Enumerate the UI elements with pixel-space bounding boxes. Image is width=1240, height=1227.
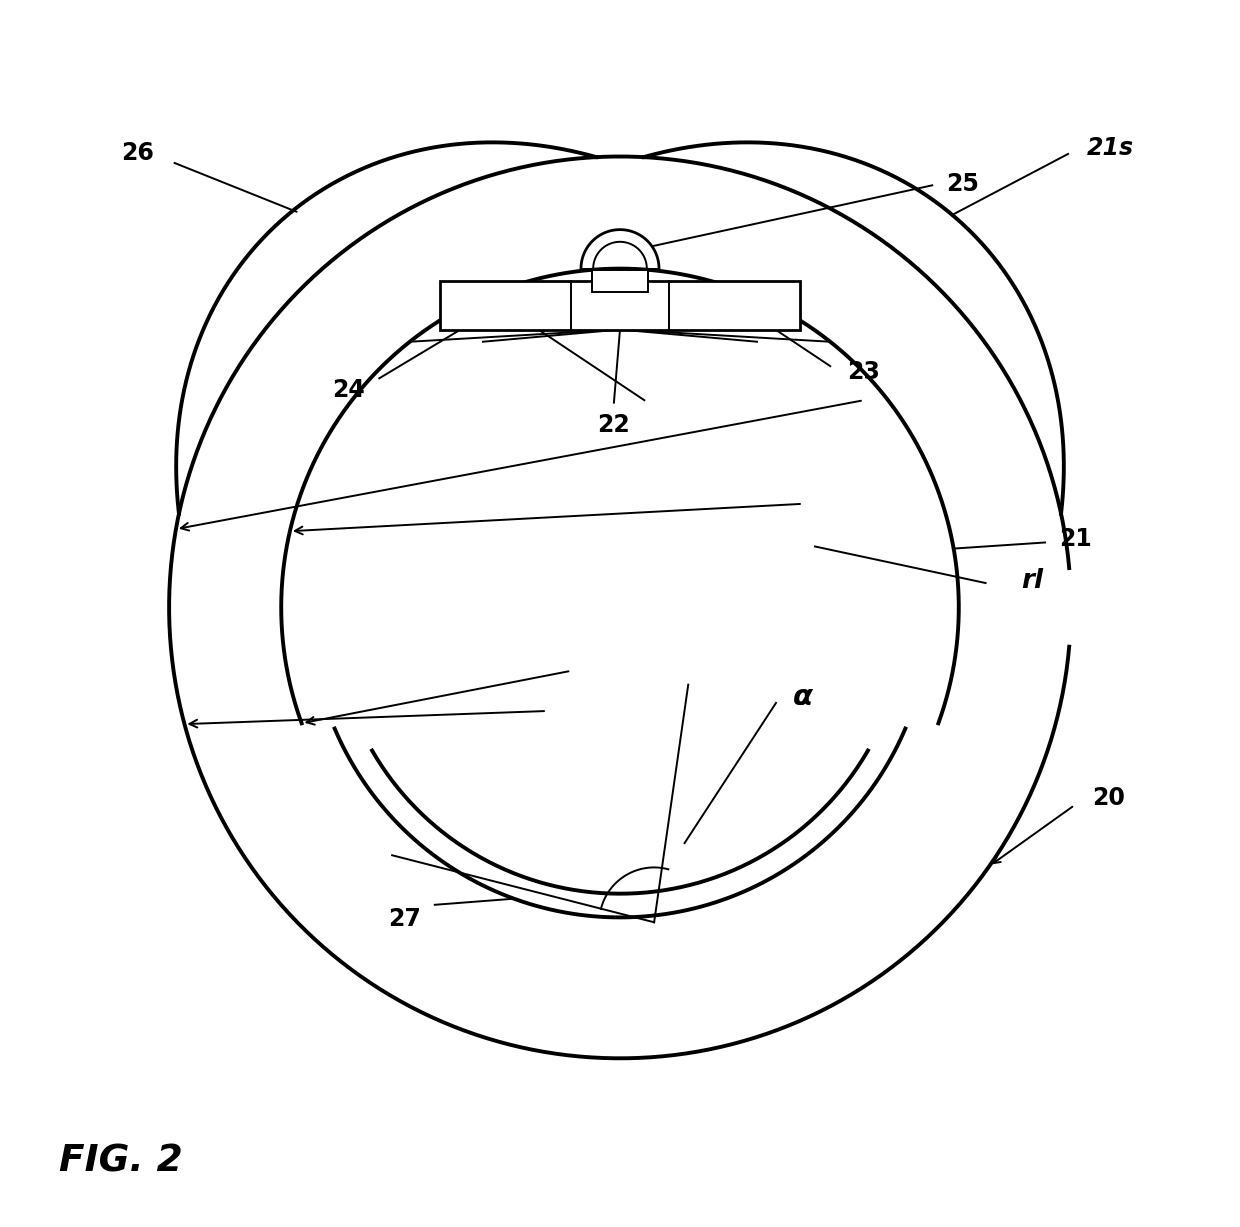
Text: 21: 21 bbox=[1059, 526, 1092, 551]
Text: 27: 27 bbox=[388, 908, 420, 931]
Bar bbox=[591, 270, 649, 292]
Text: FIG. 2: FIG. 2 bbox=[60, 1144, 184, 1179]
Text: 25: 25 bbox=[946, 172, 980, 196]
Text: 22: 22 bbox=[598, 412, 630, 437]
Text: rl: rl bbox=[1021, 568, 1043, 594]
Text: 24: 24 bbox=[332, 378, 366, 402]
Text: α: α bbox=[792, 682, 812, 710]
Text: 21s: 21s bbox=[1087, 136, 1135, 160]
Text: 20: 20 bbox=[1092, 785, 1125, 810]
Text: r0: r0 bbox=[464, 290, 496, 315]
Text: 23: 23 bbox=[847, 361, 879, 384]
Bar bbox=[440, 281, 800, 330]
Text: 26: 26 bbox=[122, 141, 155, 166]
Bar bbox=[613, 270, 627, 279]
